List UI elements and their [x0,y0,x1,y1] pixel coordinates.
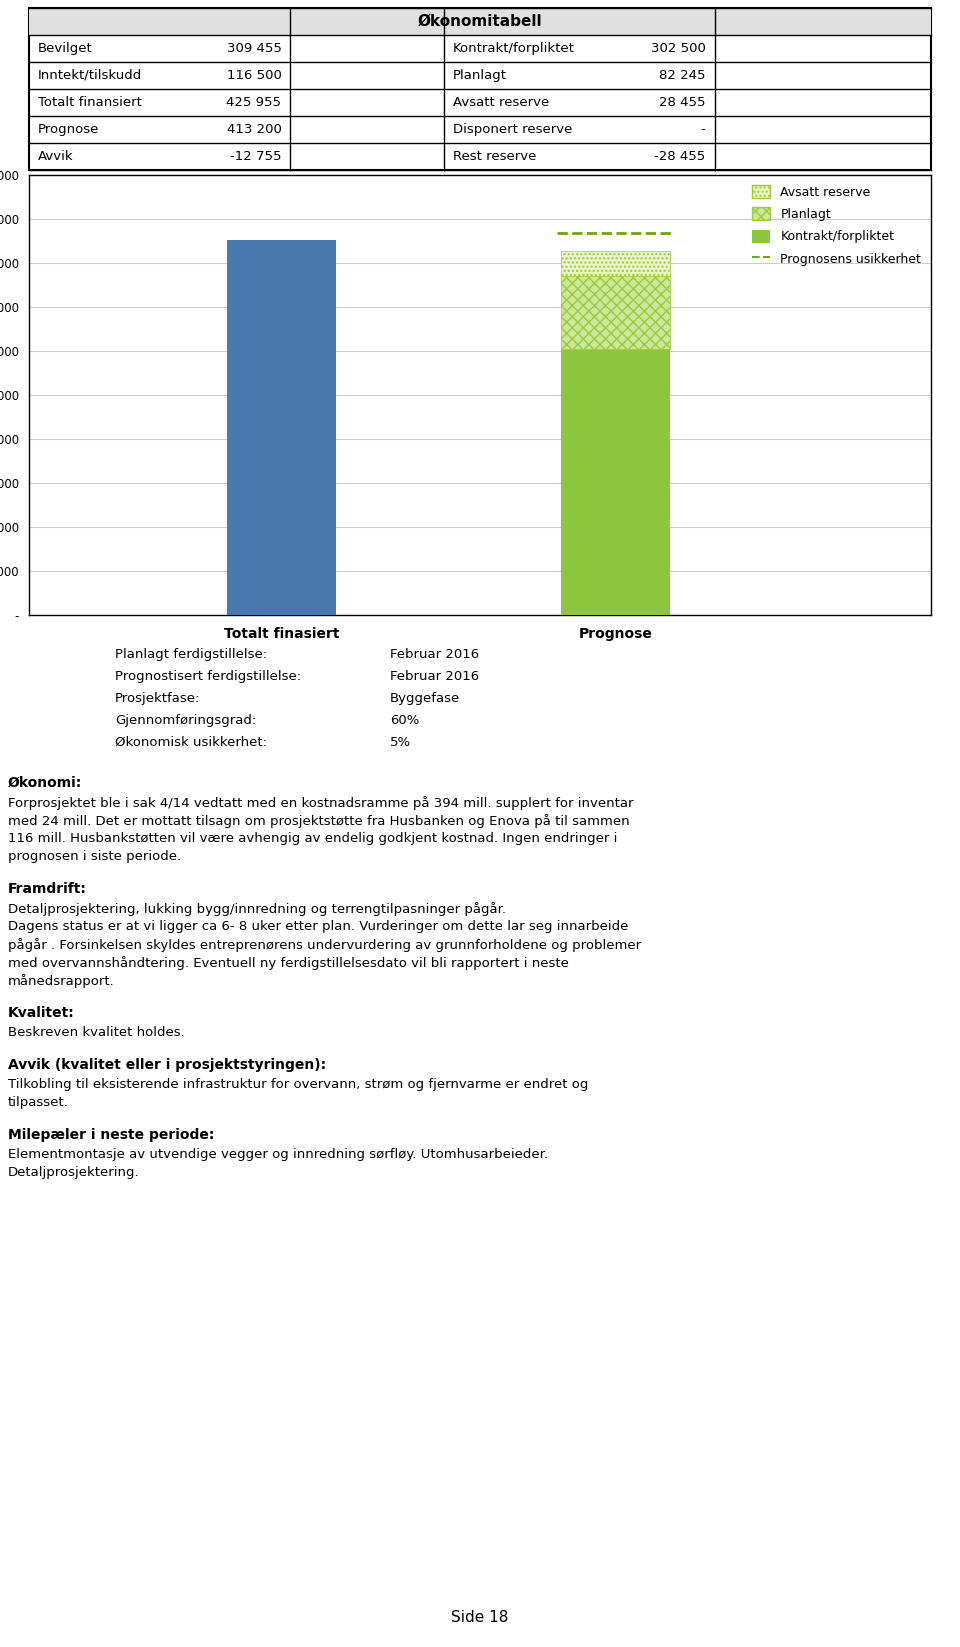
Text: Februar 2016: Februar 2016 [390,670,479,684]
Text: 82 245: 82 245 [660,69,706,82]
Text: Avvik: Avvik [37,150,74,163]
Text: Milepæler i neste periode:: Milepæler i neste periode: [8,1128,214,1141]
Text: Økonomi:: Økonomi: [8,776,83,791]
Text: 5%: 5% [390,736,411,749]
Text: Dagens status er at vi ligger ca 6- 8 uker etter plan. Vurderinger om dette lar : Dagens status er at vi ligger ca 6- 8 uk… [8,921,629,932]
Text: 425 955: 425 955 [227,96,281,109]
Text: 302 500: 302 500 [651,43,706,54]
Text: med 24 mill. Det er mottatt tilsagn om prosjektstøtte fra Husbanken og Enova på : med 24 mill. Det er mottatt tilsagn om p… [8,814,630,828]
Text: Kvalitet:: Kvalitet: [8,1006,75,1019]
Text: 28 455: 28 455 [660,96,706,109]
Text: pågår . Forsinkelsen skyldes entreprenørens undervurdering av grunnforholdene og: pågår . Forsinkelsen skyldes entreprenør… [8,939,641,952]
Text: Avvik (kvalitet eller i prosjektstyringen):: Avvik (kvalitet eller i prosjektstyringe… [8,1057,326,1072]
Text: månedsrapport.: månedsrapport. [8,973,115,988]
Bar [562,277,669,349]
Text: Disponert reserve: Disponert reserve [453,124,572,137]
Text: Elementmontasje av utvendige vegger og innredning sørfløy. Utomhusarbeieder.: Elementmontasje av utvendige vegger og i… [8,1148,548,1161]
Text: Forprosjektet ble i sak 4/14 vedtatt med en kostnadsramme på 394 mill. supplert : Forprosjektet ble i sak 4/14 vedtatt med… [8,796,634,810]
Text: Kontrakt/forpliktet: Kontrakt/forpliktet [453,43,575,54]
Text: Økonomisk usikkerhet:: Økonomisk usikkerhet: [115,736,267,749]
Text: 309 455: 309 455 [227,43,281,54]
Text: 413 200: 413 200 [227,124,281,137]
Bar [562,252,669,277]
Text: Beskreven kvalitet holdes.: Beskreven kvalitet holdes. [8,1026,184,1039]
Text: Planlagt ferdigstillelse:: Planlagt ferdigstillelse: [115,647,267,660]
Text: Prognose: Prognose [37,124,99,137]
Text: -: - [701,124,706,137]
Text: Detaljprosjektering, lukking bygg/innredning og terrengtilpasninger pågår.: Detaljprosjektering, lukking bygg/innred… [8,903,506,916]
Text: Prognostisert ferdigstillelse:: Prognostisert ferdigstillelse: [115,670,301,684]
Legend: Avsatt reserve, Planlagt, Kontrakt/forpliktet, Prognosens usikkerhet: Avsatt reserve, Planlagt, Kontrakt/forpl… [748,181,924,270]
Text: -12 755: -12 755 [230,150,281,163]
Bar [562,349,669,614]
Text: Byggefase: Byggefase [390,692,460,705]
Text: Totalt finansiert: Totalt finansiert [37,96,142,109]
Bar [29,8,931,35]
Text: Økonomitabell: Økonomitabell [418,15,542,30]
Text: tilpasset.: tilpasset. [8,1095,69,1108]
Text: Bevilget: Bevilget [37,43,92,54]
Text: 116 mill. Husbankstøtten vil være avhengig av endelig godkjent kostnad. Ingen en: 116 mill. Husbankstøtten vil være avheng… [8,832,617,845]
Text: 116 500: 116 500 [227,69,281,82]
Text: Framdrift:: Framdrift: [8,883,86,896]
Text: Gjennomføringsgrad:: Gjennomføringsgrad: [115,715,256,726]
Text: Tilkobling til eksisterende infrastruktur for overvann, strøm og fjernvarme er e: Tilkobling til eksisterende infrastruktu… [8,1079,588,1090]
Text: prognosen i siste periode.: prognosen i siste periode. [8,850,181,863]
Text: Detaljprosjektering.: Detaljprosjektering. [8,1166,139,1179]
Text: Februar 2016: Februar 2016 [390,647,479,660]
Text: med overvannshåndtering. Eventuell ny ferdigstillelsesdato vil bli rapportert i : med overvannshåndtering. Eventuell ny fe… [8,955,569,970]
Text: Inntekt/tilskudd: Inntekt/tilskudd [37,69,142,82]
Text: Planlagt: Planlagt [453,69,507,82]
Text: Side 18: Side 18 [451,1611,509,1626]
Text: 60%: 60% [390,715,420,726]
Text: Prosjektfase:: Prosjektfase: [115,692,201,705]
Text: -28 455: -28 455 [655,150,706,163]
Text: Rest reserve: Rest reserve [453,150,537,163]
Text: Avsatt reserve: Avsatt reserve [453,96,549,109]
Bar [228,240,336,614]
